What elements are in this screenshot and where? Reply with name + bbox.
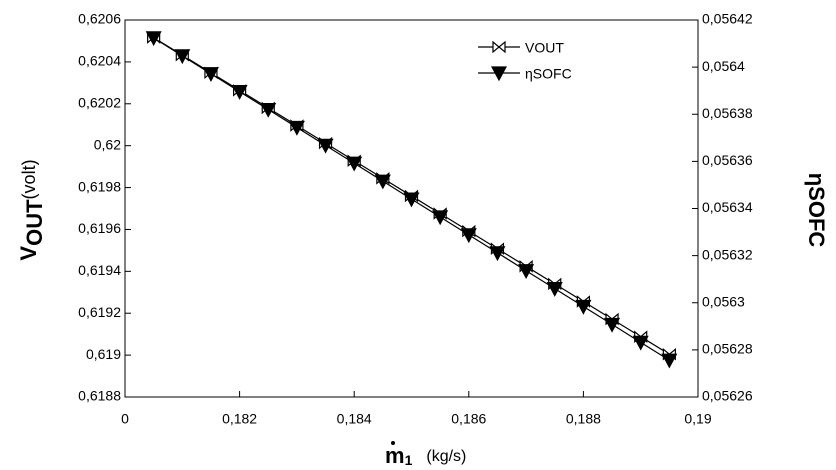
marker	[489, 246, 506, 262]
marker	[460, 228, 477, 244]
marker	[202, 67, 219, 82]
y-tick-label: 0,6198	[78, 178, 121, 194]
x-tick-label: 0,184	[337, 411, 372, 427]
marker	[661, 353, 678, 369]
y2-tick-label: 0,0564	[702, 58, 745, 74]
y-tick-label: 0,619	[86, 346, 121, 362]
legend-marker	[492, 40, 506, 54]
x-tick-label: 0	[121, 411, 129, 427]
dot-accent	[391, 441, 395, 445]
y-tick-label: 0,6206	[78, 11, 121, 27]
marker	[575, 299, 592, 315]
legend-label: VOUT	[525, 40, 564, 56]
marker	[231, 85, 248, 100]
x-tick-label: 0,182	[222, 411, 257, 427]
y2-tick-label: 0,05628	[702, 341, 753, 357]
marker	[403, 192, 420, 208]
y-tick-label: 0,6194	[78, 262, 121, 278]
x-tick-label: 0,19	[684, 411, 711, 427]
marker	[317, 138, 334, 154]
marker	[546, 282, 563, 297]
y2-tick-label: 0,05638	[702, 105, 753, 121]
legend-label: ηSOFC	[525, 66, 572, 82]
y2-axis-label: ηSOFC	[804, 173, 829, 248]
marker	[432, 210, 449, 226]
marker	[632, 335, 649, 351]
y-tick-label: 0,6204	[78, 53, 121, 69]
y2-tick-label: 0,05626	[702, 388, 753, 404]
marker	[518, 264, 535, 279]
marker	[604, 317, 621, 333]
marker	[288, 120, 305, 136]
y2-tick-label: 0,05636	[702, 152, 753, 168]
marker	[346, 156, 363, 172]
y-tick-label: 0,6196	[78, 220, 121, 236]
y-tick-label: 0,62	[94, 136, 121, 152]
marker	[174, 49, 191, 65]
y-axis-label: VOUT(volt)	[16, 159, 47, 260]
marker	[374, 174, 391, 190]
x-tick-label: 0,186	[451, 411, 486, 427]
y2-tick-label: 0,05632	[702, 246, 753, 262]
x-axis-label: m1 (kg/s)	[385, 443, 466, 468]
y2-tick-label: 0,05642	[702, 11, 753, 27]
y2-tick-label: 0,0563	[702, 293, 745, 309]
y-tick-label: 0,6188	[78, 388, 121, 404]
y-tick-label: 0,6192	[78, 304, 121, 320]
legend-marker	[490, 66, 508, 82]
y2-tick-label: 0,05634	[702, 199, 753, 215]
x-tick-label: 0,188	[566, 411, 601, 427]
marker	[145, 31, 162, 47]
marker	[260, 102, 277, 118]
y-tick-label: 0,6202	[78, 94, 121, 110]
